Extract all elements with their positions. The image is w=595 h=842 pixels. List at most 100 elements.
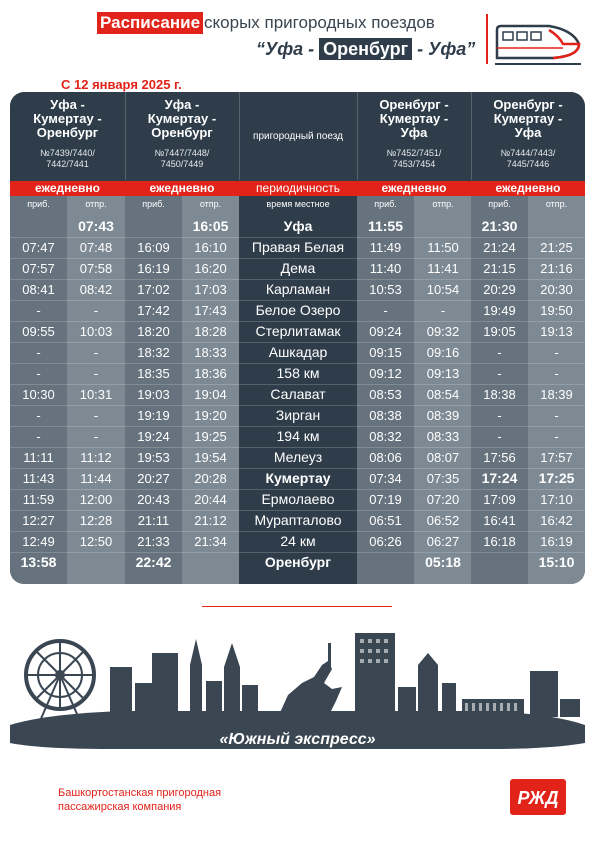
- arrival-time: 08:53: [369, 387, 402, 402]
- departure-time: 19:54: [194, 450, 227, 465]
- departure-time: 10:31: [79, 387, 113, 402]
- arrival-time: 09:55: [22, 324, 55, 339]
- train-route-line: Оренбург -: [379, 97, 449, 112]
- arrival-time: -: [383, 303, 388, 318]
- train-route-line: Кумертау -: [493, 111, 563, 126]
- departure-time: 07:58: [79, 261, 113, 276]
- departure-time: 15:10: [538, 554, 575, 570]
- departure-time: 19:13: [540, 324, 573, 339]
- arrival-time: 17:24: [481, 470, 518, 486]
- arrival-column-bg: [125, 196, 182, 584]
- column-separator: [357, 92, 358, 180]
- station-name: Правая Белая: [251, 239, 345, 255]
- arrival-column-bg: [357, 196, 414, 584]
- train-header: Оренбург - Кумертау - Уфа №7444/7443/7445/7…: [471, 92, 585, 180]
- departure-time: 18:36: [194, 366, 227, 381]
- train-numbers: №7452/7451/7453/7454: [357, 148, 471, 170]
- arrival-time: 18:20: [137, 324, 170, 339]
- arrival-column-bg: [471, 196, 528, 584]
- departure-time: 06:52: [426, 513, 460, 528]
- train-numbers: №7447/7448/7450/7449: [125, 148, 239, 170]
- arrival-time: 18:32: [137, 345, 170, 360]
- row-divider: [10, 447, 585, 448]
- departure-time: 11:41: [427, 261, 459, 276]
- departure-time: 16:10: [194, 240, 227, 255]
- route-title: “Уфа - Оренбург - Уфа”: [256, 37, 475, 61]
- train-route-line: Уфа: [400, 125, 428, 140]
- city-skyline-image: [10, 633, 585, 749]
- arrival-time: 18:38: [483, 387, 516, 402]
- departure-time: 07:43: [78, 218, 114, 234]
- arrival-time: [471, 552, 528, 573]
- arrival-time: 11:55: [367, 218, 404, 234]
- arrival-time: 19:24: [137, 429, 170, 444]
- company-line-1: Башкортостанская пригородная: [58, 787, 222, 799]
- departure-time: 08:07: [426, 450, 460, 465]
- row-divider: [10, 321, 585, 322]
- row-divider: [10, 489, 585, 490]
- departure-time: -: [93, 345, 99, 360]
- local-time-heading: время местное: [266, 199, 330, 209]
- departure-time: -: [93, 303, 99, 318]
- arrival-time: 16:41: [483, 513, 516, 528]
- arrival-time: 17:56: [483, 450, 516, 465]
- row-divider: [10, 531, 585, 532]
- departure-time: 11:44: [80, 471, 112, 486]
- arrival-time: -: [497, 345, 502, 360]
- row-divider: [10, 258, 585, 259]
- train-header: Уфа - Кумертау - Оренбург №7439/7440/7442/7…: [10, 92, 125, 180]
- train-number-line: №7447/7448/: [154, 148, 210, 158]
- departure-column-bg: [182, 196, 239, 584]
- departure-time: [528, 216, 585, 237]
- station-name: 24 км: [280, 533, 316, 549]
- column-separator: [239, 92, 240, 180]
- departure-time: -: [93, 366, 99, 381]
- departure-time: 16:05: [192, 218, 229, 234]
- train-number-line: 7445/7446: [506, 159, 550, 169]
- departure-time: -: [554, 345, 559, 360]
- arrival-time: -: [36, 345, 41, 360]
- arrival-time: 16:18: [483, 534, 516, 549]
- frequency-label: ежедневно: [149, 181, 215, 195]
- train-route-line: Оренбург -: [493, 97, 563, 112]
- departure-time: 18:33: [194, 345, 227, 360]
- train-route-line: Уфа: [514, 125, 542, 140]
- arrival-time: 07:47: [22, 240, 55, 255]
- row-divider: [10, 405, 585, 406]
- title-highlight: Расписание: [97, 12, 204, 34]
- arrival-time: 19:05: [483, 324, 516, 339]
- departure-time: 11:50: [427, 240, 459, 255]
- row-divider: [10, 342, 585, 343]
- company-line-2: пассажирская компания: [58, 801, 182, 813]
- arrival-time: [357, 552, 414, 573]
- arrival-time: 09:12: [369, 366, 402, 381]
- arrival-time: 21:30: [481, 218, 518, 234]
- departure-time: 21:34: [194, 534, 227, 549]
- departure-time: 12:28: [79, 513, 113, 528]
- row-divider: [10, 279, 585, 280]
- train-route: Уфа - Кумертау - Оренбург: [10, 98, 125, 140]
- arrival-time: 19:53: [137, 450, 170, 465]
- row-divider: [10, 363, 585, 364]
- train-numbers: №7444/7443/7445/7446: [471, 148, 585, 170]
- arrival-time: -: [36, 303, 41, 318]
- train-header: Уфа - Кумертау - Оренбург №7447/7448/7450/7…: [125, 92, 239, 180]
- station-name: Карламан: [265, 281, 331, 297]
- departure-column-bg: [67, 196, 125, 584]
- station-name: Мурапталово: [254, 512, 342, 528]
- route-right: - Уфа”: [417, 38, 476, 59]
- column-separator: [125, 92, 126, 180]
- arrival-time: [10, 216, 67, 237]
- arrival-time: 11:49: [369, 240, 402, 255]
- departure-time: 07:35: [426, 471, 460, 486]
- train-route: Оренбург - Кумертау - Уфа: [357, 98, 471, 140]
- train-route-line: Кумертау -: [379, 111, 449, 126]
- arrival-time: 19:49: [483, 303, 516, 318]
- train-route-line: Оренбург: [36, 125, 99, 140]
- arrival-time: 10:30: [22, 387, 55, 402]
- station-name: Уфа: [283, 218, 313, 234]
- timetable: Уфа - Кумертау - Оренбург №7439/7440/7442/7…: [10, 92, 585, 584]
- departure-time: [182, 552, 239, 573]
- arrival-time: 21:33: [137, 534, 170, 549]
- arrival-time: 13:58: [20, 554, 57, 570]
